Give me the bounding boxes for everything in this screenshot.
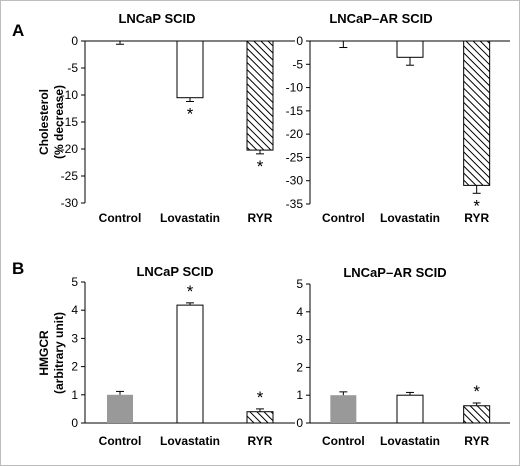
chart-title: LNCaP SCID bbox=[118, 11, 195, 26]
y-tick-label: -25 bbox=[286, 150, 304, 164]
y-tick-label: 1 bbox=[296, 388, 303, 402]
panel-label: A bbox=[12, 21, 24, 40]
x-tick-label: RYR bbox=[464, 434, 489, 448]
y-axis-label: HMGCR bbox=[37, 330, 51, 376]
chart-panel-4: LNCaP–AR SCID 0 1 2 3 4 5 Control Lovastatin * RYR bbox=[296, 265, 510, 448]
significance-star: * bbox=[473, 382, 480, 401]
y-tick-label: -15 bbox=[61, 115, 79, 129]
x-tick-label: RYR bbox=[464, 211, 489, 225]
x-tick-label: Control bbox=[99, 211, 142, 225]
y-tick-label: -10 bbox=[286, 81, 304, 95]
y-tick-label: 0 bbox=[296, 34, 303, 48]
y-tick-label: -5 bbox=[292, 57, 303, 71]
charts-root: A LNCaP SCID Cholesterol (% decrease) 0 -5 -10… bbox=[12, 11, 510, 448]
y-tick-label: 0 bbox=[71, 34, 78, 48]
y-tick-label: -35 bbox=[286, 197, 304, 211]
chart-title: LNCaP–AR SCID bbox=[329, 11, 432, 26]
y-tick-label: 5 bbox=[71, 275, 78, 289]
x-tick-label: Lovastatin bbox=[380, 211, 440, 225]
bar-lovastatin bbox=[176, 40, 204, 99]
significance-star: * bbox=[257, 157, 264, 176]
y-tick-label: 3 bbox=[296, 333, 303, 347]
bar-lovastatin bbox=[176, 304, 204, 424]
bar-ryr bbox=[463, 405, 491, 424]
y-tick-label: 0 bbox=[71, 416, 78, 430]
y-axis-label: (% decrease) bbox=[52, 85, 66, 159]
y-tick-label: -30 bbox=[286, 174, 304, 188]
y-tick-label: 2 bbox=[296, 360, 303, 374]
y-tick-label: 5 bbox=[296, 277, 303, 291]
y-tick-label: 4 bbox=[296, 305, 303, 319]
chart-panel-3: B LNCaP SCID HMGCR (arbitrary unit) 0 1 2 3 4 5 Co… bbox=[12, 259, 295, 448]
y-tick-label: -25 bbox=[61, 169, 79, 183]
y-tick-label: 0 bbox=[296, 416, 303, 430]
x-tick-label: Control bbox=[322, 211, 365, 225]
x-tick-label: Lovastatin bbox=[160, 434, 220, 448]
bar-lovastatin bbox=[396, 394, 424, 424]
x-tick-label: Control bbox=[322, 434, 365, 448]
bar-control bbox=[107, 394, 133, 423]
chart-title: LNCaP–AR SCID bbox=[343, 265, 446, 280]
bar-ryr bbox=[246, 40, 274, 151]
significance-star: * bbox=[187, 104, 194, 123]
bar-ryr bbox=[246, 411, 274, 424]
x-tick-label: Control bbox=[99, 434, 142, 448]
x-tick-label: Lovastatin bbox=[160, 211, 220, 225]
bar-control bbox=[330, 395, 357, 423]
y-tick-label: -10 bbox=[61, 88, 79, 102]
y-tick-label: 1 bbox=[71, 388, 78, 402]
y-tick-label: -20 bbox=[286, 127, 304, 141]
significance-star: * bbox=[187, 282, 194, 301]
x-tick-label: RYR bbox=[248, 434, 273, 448]
y-tick-label: -30 bbox=[61, 196, 79, 210]
x-tick-label: Lovastatin bbox=[380, 434, 440, 448]
significance-star: * bbox=[257, 388, 264, 407]
bar-ryr bbox=[463, 40, 491, 186]
bar-lovastatin bbox=[396, 40, 424, 58]
panel-label: B bbox=[12, 259, 24, 278]
y-tick-label: -15 bbox=[286, 104, 304, 118]
y-axis-label: Cholesterol bbox=[37, 89, 51, 155]
y-tick-label: -5 bbox=[67, 61, 78, 75]
y-tick-label: -20 bbox=[61, 142, 79, 156]
y-tick-label: 3 bbox=[71, 331, 78, 345]
x-tick-label: RYR bbox=[248, 211, 273, 225]
y-axis-label: (arbitrary unit) bbox=[52, 312, 66, 394]
significance-star: * bbox=[473, 196, 480, 215]
chart-panel-2: LNCaP–AR SCID 0 -5 -10 -15 -20 -25 -30 -35 Contro… bbox=[286, 11, 510, 225]
y-tick-label: 4 bbox=[71, 303, 78, 317]
y-tick-label: 2 bbox=[71, 360, 78, 374]
chart-title: LNCaP SCID bbox=[136, 264, 213, 279]
chart-panel-1: A LNCaP SCID Cholesterol (% decrease) 0 -5 -10… bbox=[12, 11, 295, 225]
